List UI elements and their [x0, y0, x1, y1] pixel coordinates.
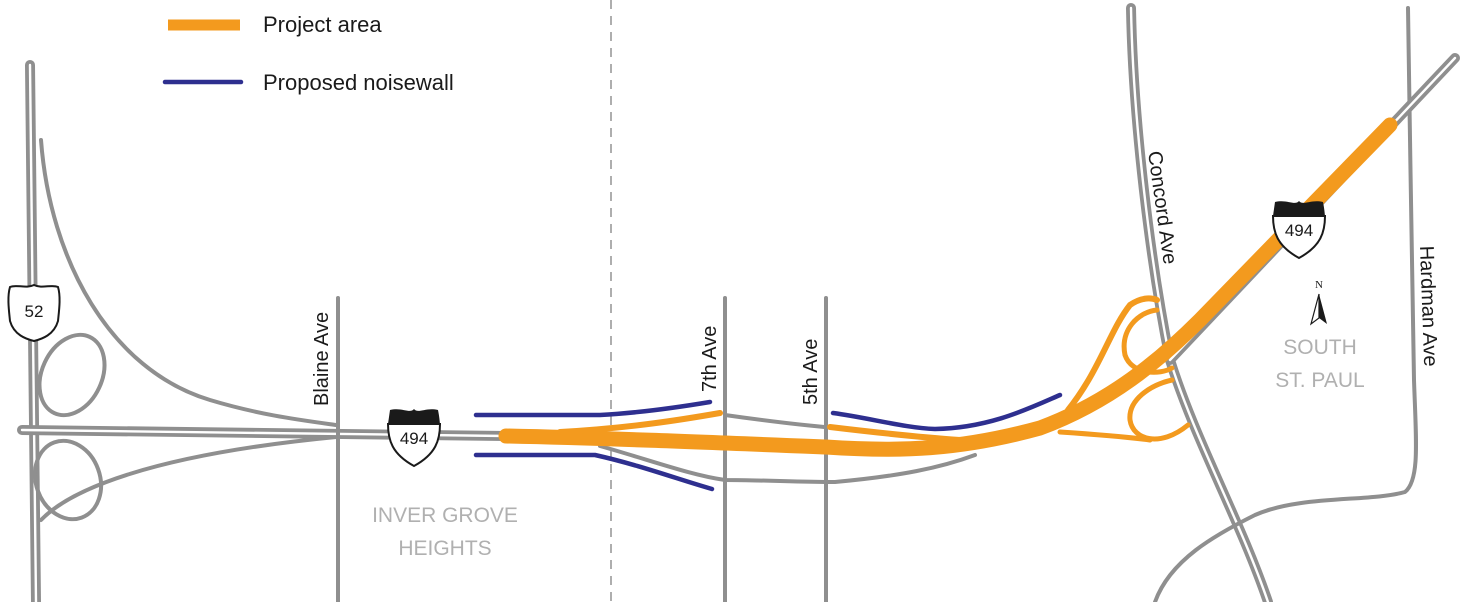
svg-text:N: N: [1315, 279, 1323, 291]
project-area-ramp-5th: [827, 424, 963, 443]
frontage-road-north: [723, 413, 837, 430]
i-494-shield-east-icon: 494: [1271, 201, 1327, 260]
svg-text:494: 494: [1285, 221, 1313, 240]
cloverleaf-loop-se: [32, 438, 104, 522]
concord-ave-road: [1126, 3, 1273, 602]
svg-text:494: 494: [400, 429, 428, 448]
street-label-5th: 5th Ave: [800, 339, 822, 405]
project-area-loop-north-inner: [1121, 307, 1175, 375]
city-label-inver-grove-2: HEIGHTS: [398, 537, 491, 560]
noisewall-east: [830, 392, 1063, 432]
hardman-ave-road: [1153, 6, 1418, 602]
city-label-south-st-paul-2: ST. PAUL: [1275, 369, 1364, 392]
noisewall-west-north: [473, 399, 713, 418]
street-label-7th: 7th Ave: [699, 326, 721, 392]
legend-label-project-area: Project area: [263, 12, 382, 37]
frontage-road-south: [598, 444, 977, 484]
project-area-ramp-south: [1057, 429, 1153, 443]
project-area-loop-south: [1127, 377, 1191, 442]
city-label-south-st-paul-1: SOUTH: [1283, 336, 1357, 359]
legend-label-noisewall: Proposed noisewall: [263, 70, 454, 95]
project-area-ramp-7th: [557, 410, 723, 435]
project-area-group: [498, 117, 1398, 457]
cloverleaf-loop-ne: [37, 332, 107, 418]
svg-text:52: 52: [25, 302, 44, 321]
street-label-hardman: Hardman Ave: [1415, 245, 1441, 367]
ramp-sw-curve: [39, 435, 338, 522]
city-label-inver-grove-1: INVER GROVE: [372, 504, 518, 527]
legend: Project area Proposed noisewall: [162, 12, 454, 95]
north-arrow-icon: N: [1309, 279, 1327, 326]
us-52-shield-icon: 52: [7, 283, 61, 343]
noisewall-group: [473, 392, 1063, 492]
noisewall-west-south: [473, 452, 715, 492]
ramp-nw-curve: [39, 138, 338, 427]
project-area-mainline: [498, 117, 1398, 457]
i-494-shield-west-icon: 494: [386, 409, 442, 468]
street-label-blaine: Blaine Ave: [311, 312, 333, 406]
project-area-loop-north: [1065, 295, 1160, 413]
